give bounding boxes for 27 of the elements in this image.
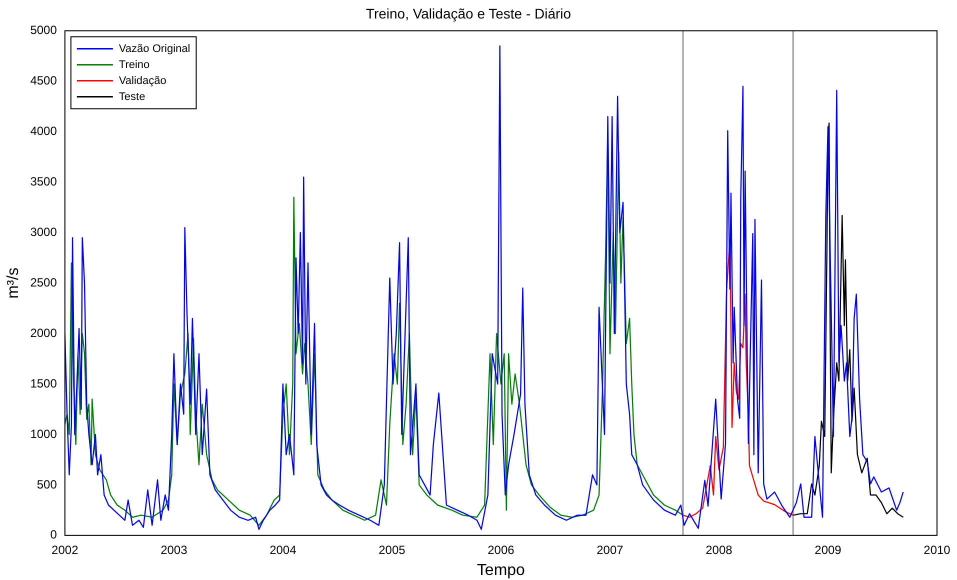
y-tick-label: 3500 xyxy=(30,174,58,188)
x-tick-label: 2002 xyxy=(52,542,79,557)
y-tick-label: 2500 xyxy=(30,275,58,290)
x-axis-title: Tempo xyxy=(476,562,526,579)
y-tick-label: 1000 xyxy=(30,426,58,441)
y-tick-label: 4500 xyxy=(30,74,58,88)
y-tick-label: 0 xyxy=(50,528,58,542)
x-tick-label: 2009 xyxy=(814,542,842,557)
y-axis-title: m³/s xyxy=(5,268,22,299)
y-tick-label: 2000 xyxy=(30,326,58,340)
legend-label: Validação xyxy=(118,74,166,87)
x-tick-label: 2008 xyxy=(706,542,733,557)
x-tick-label: 2003 xyxy=(160,542,188,557)
x-tick-label: 2005 xyxy=(378,542,406,557)
chart-title: Treino, Validação e Teste - Diário xyxy=(366,5,572,22)
y-tick-label: 500 xyxy=(36,477,58,492)
legend-label: Vazão Original xyxy=(118,42,190,55)
x-tick-label: 2007 xyxy=(596,542,624,557)
legend-label: Teste xyxy=(118,90,146,103)
x-tick-label: 2010 xyxy=(924,542,951,557)
x-tick-label: 2006 xyxy=(488,542,515,557)
y-tick-label: 4000 xyxy=(30,124,58,138)
y-tick-label: 5000 xyxy=(30,23,58,38)
y-tick-label: 3000 xyxy=(30,224,58,239)
legend-label: Treino xyxy=(118,58,150,71)
x-tick-label: 2004 xyxy=(270,542,297,557)
y-tick-label: 1500 xyxy=(30,376,58,390)
